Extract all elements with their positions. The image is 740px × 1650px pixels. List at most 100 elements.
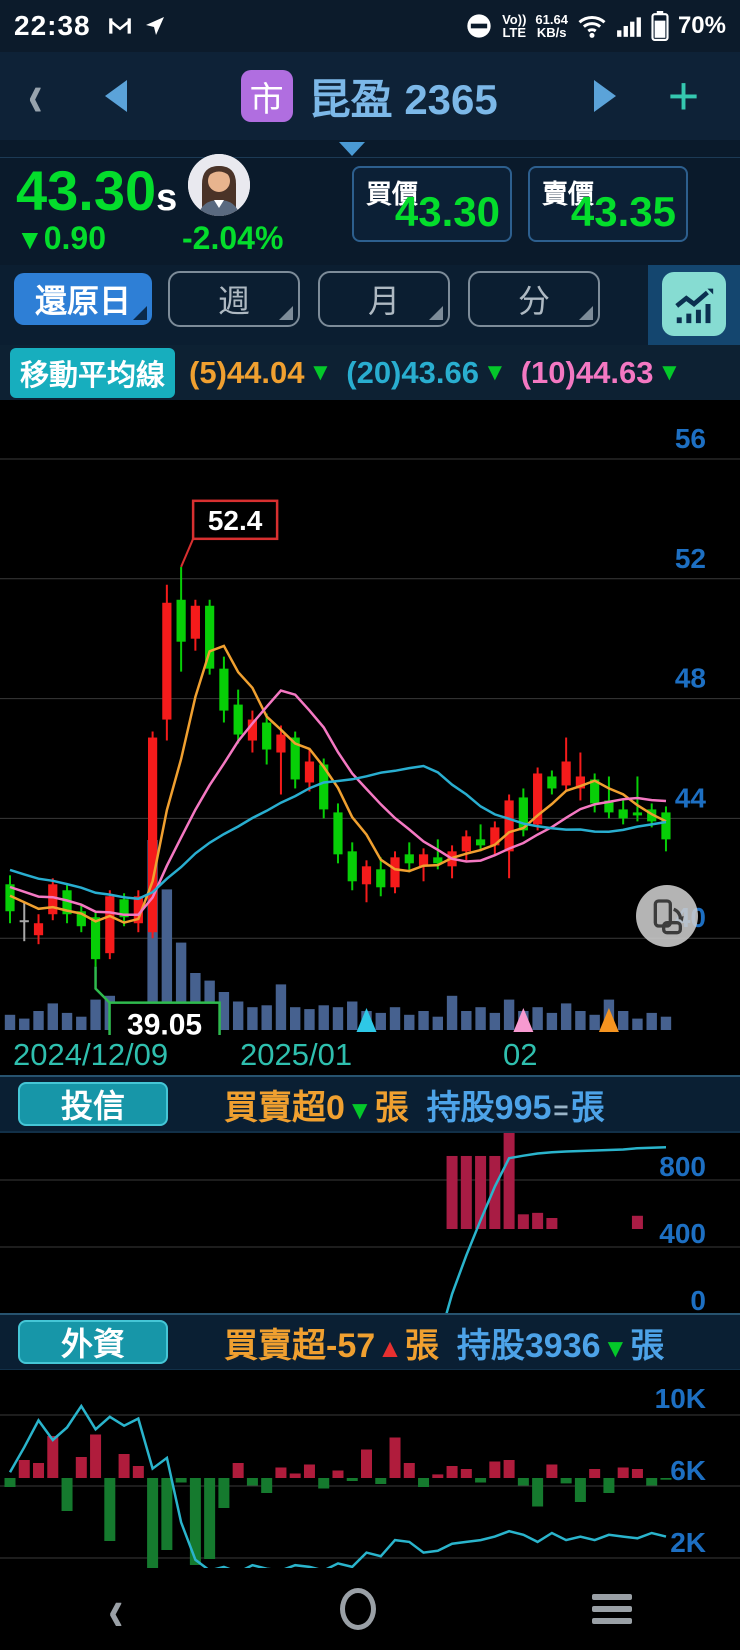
foreign-buy-bar xyxy=(18,1460,30,1478)
ma10-value: (10)44.63 xyxy=(520,354,654,390)
collapse-arrow-icon[interactable] xyxy=(339,142,365,156)
foreign-buy-bar xyxy=(47,1436,59,1478)
candle-body xyxy=(575,776,585,789)
y-tick-label: 2K xyxy=(670,1527,706,1558)
high-label-pointer xyxy=(180,538,195,568)
foreign-buy-bar xyxy=(589,1469,601,1478)
y-tick-label: 56 xyxy=(675,423,706,454)
volume-bar xyxy=(332,1007,344,1030)
last-price: 43.30s xyxy=(16,159,178,222)
ma5-down-icon: ▼ xyxy=(308,358,333,386)
foreign-badge-button[interactable]: 外資 xyxy=(18,1320,168,1364)
ask-box: 賣價 43.35 xyxy=(528,166,688,242)
y-tick-label: 6K xyxy=(670,1455,706,1486)
next-stock-icon[interactable] xyxy=(593,80,616,112)
ma-label[interactable]: 移動平均線 xyxy=(10,347,176,398)
candle-body xyxy=(5,884,15,912)
tab-minute[interactable]: 分 xyxy=(468,271,600,327)
rotate-screen-button[interactable] xyxy=(636,885,698,947)
stock-title[interactable]: 昆盈 2365 xyxy=(308,75,498,123)
volume-bar xyxy=(290,1007,301,1030)
candle-body xyxy=(119,899,129,918)
foreign-buy-bar xyxy=(33,1463,45,1478)
foreign-chart[interactable]: 10K 6K 2K xyxy=(0,1370,740,1574)
candle-body xyxy=(19,920,29,923)
nav-menu-icon[interactable] xyxy=(591,1588,632,1630)
chart-type-button[interactable] xyxy=(662,272,726,336)
volume-bar xyxy=(589,1014,600,1030)
foreign-buy-bar xyxy=(289,1473,301,1478)
candle-body xyxy=(162,602,172,720)
nav-back-icon[interactable]: ‹ xyxy=(108,1575,124,1643)
volume-bar xyxy=(660,1016,672,1030)
foreign-sell-bar xyxy=(646,1478,658,1486)
candle-body xyxy=(404,854,414,864)
foreign-buy-bar xyxy=(90,1434,102,1478)
y-tick-label: 400 xyxy=(659,1218,706,1249)
candle-body xyxy=(105,896,115,954)
volume-bar xyxy=(532,1007,543,1030)
tab-monthly[interactable]: 月 xyxy=(318,271,450,327)
candle-body xyxy=(62,890,72,915)
back-chevron-icon[interactable]: ‹ xyxy=(28,61,43,130)
gmail-icon xyxy=(108,18,131,34)
volume-bar xyxy=(575,1011,586,1030)
volume-bar xyxy=(304,1009,315,1030)
candlestick-chart[interactable]: 565248444052.439.05 xyxy=(0,400,740,1046)
trust-holdings: 持股995=張 xyxy=(426,1088,605,1127)
foreign-hold-mark-icon: ▼ xyxy=(602,1332,629,1363)
volume-bar xyxy=(375,1012,386,1030)
volume-bar xyxy=(175,942,187,1030)
foreign-net-buy: 買賣超-57▲張 xyxy=(224,1326,439,1365)
foreign-sell-bar xyxy=(603,1478,615,1493)
candle-body xyxy=(176,599,186,642)
volume-bar xyxy=(47,1003,58,1030)
avatar[interactable] xyxy=(188,154,250,216)
prev-stock-icon[interactable] xyxy=(104,80,127,112)
candle-body xyxy=(190,605,200,639)
date-label: 2025/01 xyxy=(240,1037,353,1072)
candle-body xyxy=(518,797,528,831)
price-change: ▼0.90 xyxy=(16,220,106,256)
trust-badge-button[interactable]: 投信 xyxy=(18,1082,168,1126)
candle-body xyxy=(661,812,671,840)
nav-home-icon[interactable] xyxy=(339,1588,376,1630)
candle-body xyxy=(590,779,600,804)
ma10-line xyxy=(9,689,667,917)
candle-body xyxy=(233,704,243,735)
candle-body xyxy=(304,761,315,783)
trust-chart[interactable]: 800 400 0 xyxy=(0,1111,740,1399)
date-label: 2024/12/09 xyxy=(13,1037,169,1072)
foreign-sell-bar xyxy=(517,1478,529,1486)
collapse-handle-row xyxy=(0,140,740,158)
trust-bar xyxy=(489,1155,501,1229)
network-speed: 61.64 KB/s xyxy=(535,12,568,40)
candle-body xyxy=(361,866,372,885)
foreign-buy-bar xyxy=(118,1454,130,1478)
event-marker xyxy=(356,1008,377,1032)
dropdown-corner-icon xyxy=(429,306,443,320)
foreign-buy-bar xyxy=(132,1466,144,1478)
foreign-buy-bar xyxy=(460,1469,472,1478)
candle-body xyxy=(504,800,514,852)
trust-hold-mark-icon: = xyxy=(553,1094,569,1125)
candle-body xyxy=(219,668,229,711)
foreign-sell-bar xyxy=(660,1478,672,1480)
signal-icon xyxy=(617,17,641,37)
foreign-holdings: 持股3936▼張 xyxy=(456,1326,665,1365)
candle-body xyxy=(604,800,614,813)
event-marker xyxy=(598,1008,619,1032)
add-icon[interactable]: + xyxy=(667,66,700,126)
volume-bar xyxy=(461,1011,472,1030)
trust-net-buy: 買賣超0▼張 xyxy=(224,1088,409,1127)
volume-bar xyxy=(503,999,515,1030)
low-label-pointer xyxy=(94,966,111,1004)
foreign-sell-bar xyxy=(532,1478,544,1507)
tab-restored-daily[interactable]: 還原日 xyxy=(14,273,152,325)
candle-body xyxy=(205,605,215,669)
volume-bar xyxy=(90,999,101,1030)
y-tick-label: 10K xyxy=(655,1383,706,1414)
volume-bar xyxy=(275,984,287,1030)
volume-bar xyxy=(318,1005,329,1030)
tab-weekly[interactable]: 週 xyxy=(168,271,300,327)
